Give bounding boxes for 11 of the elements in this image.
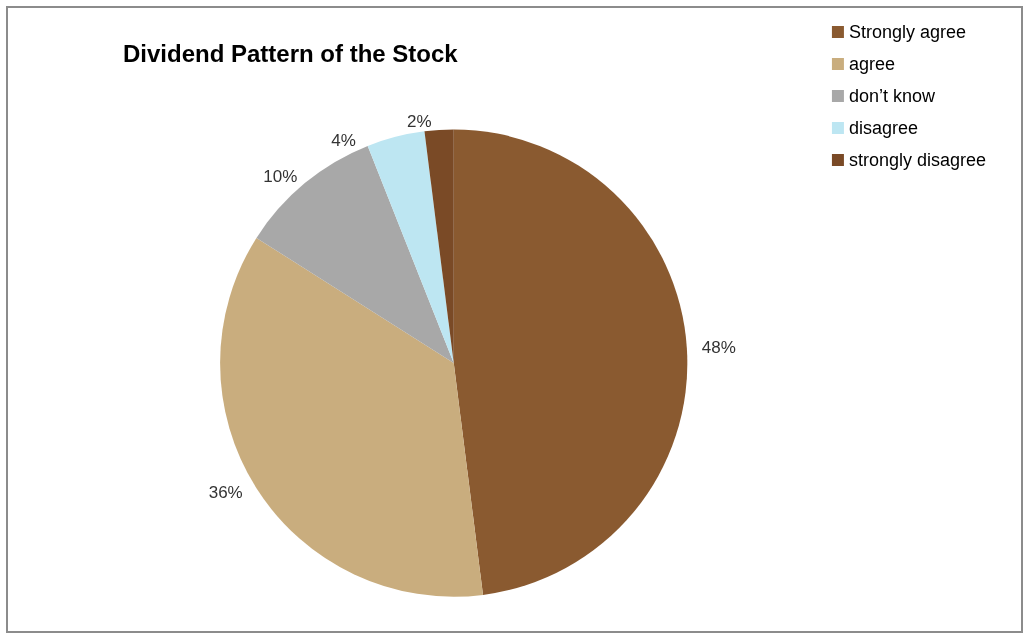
legend-label: don’t know (848, 86, 936, 106)
data-label: 2% (406, 112, 432, 132)
legend-label: strongly disagree (848, 150, 986, 170)
data-label: 48% (701, 338, 736, 358)
data-label: 10% (263, 167, 298, 187)
legend-label: agree (848, 54, 895, 74)
data-label: 36% (208, 483, 243, 503)
legend-label: disagree (848, 118, 918, 138)
text: Dividend Pattern of the Stock (123, 39, 459, 67)
legend-label: Strongly agree (848, 22, 966, 42)
data-label: 4% (331, 131, 356, 151)
